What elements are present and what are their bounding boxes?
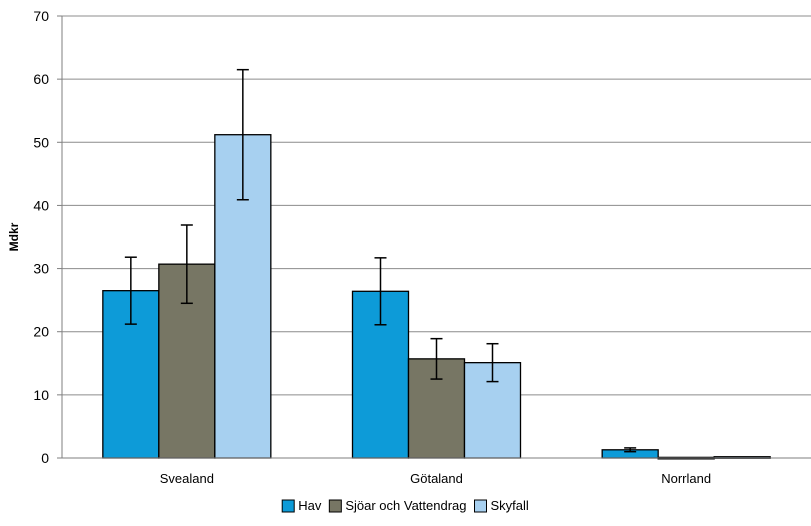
legend-swatch: [328, 499, 342, 513]
legend-swatch: [281, 499, 295, 513]
legend-item: Sjöar och Vattendrag: [328, 498, 467, 513]
y-tick-label: 40: [33, 197, 49, 213]
x-category-label: Norrland: [661, 471, 711, 486]
y-tick-label: 50: [33, 134, 49, 150]
y-tick-label: 10: [33, 387, 49, 403]
x-axis-labels: Svealand Götaland Norrland: [160, 471, 711, 486]
y-tick-label: 70: [33, 8, 49, 24]
x-category-label: Svealand: [160, 471, 214, 486]
y-axis-title: Mdkr: [7, 222, 21, 251]
legend-item: Hav: [281, 498, 322, 513]
legend: Hav Sjöar och Vattendrag Skyfall: [281, 498, 529, 513]
bars: [102, 134, 771, 460]
y-tick-label: 20: [33, 324, 49, 340]
legend-label: Hav: [298, 498, 322, 513]
y-axis-ticks: 0 10 20 30 40 50 60 70: [33, 8, 62, 466]
legend-item: Skyfall: [474, 498, 529, 513]
legend-label: Skyfall: [491, 498, 529, 513]
y-tick-label: 30: [33, 261, 49, 277]
y-tick-label: 0: [41, 450, 49, 466]
error-bars: [124, 68, 637, 453]
legend-label: Sjöar och Vattendrag: [345, 498, 466, 513]
y-tick-label: 60: [33, 71, 49, 87]
x-category-label: Götaland: [410, 471, 463, 486]
legend-swatch: [474, 499, 487, 513]
